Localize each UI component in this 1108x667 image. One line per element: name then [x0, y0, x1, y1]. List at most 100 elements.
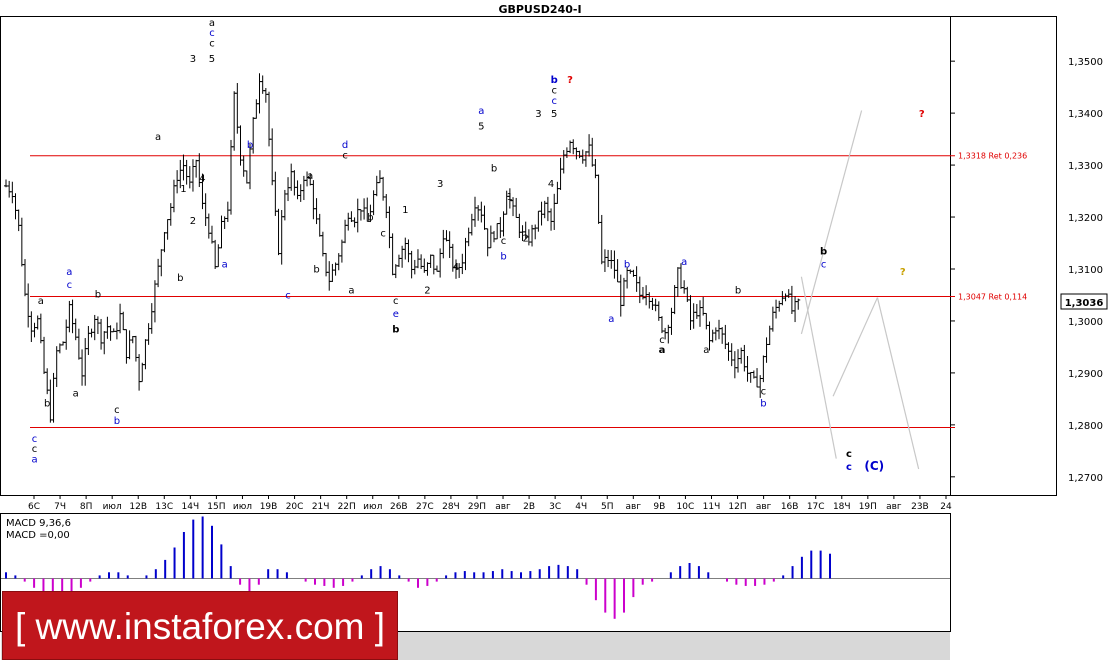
current-price-label: 1,3036 — [1065, 298, 1104, 309]
x-tick-label: 23В — [911, 502, 929, 512]
wave-label: e — [393, 309, 399, 320]
y-tick-label: 1,3300 — [1068, 161, 1103, 172]
wave-label: b — [114, 416, 120, 427]
wave-label: 3 — [437, 179, 443, 190]
instaforex-watermark[interactable]: [ www.instaforex.com ] — [2, 591, 398, 660]
y-tick-label: 1,2800 — [1068, 421, 1103, 432]
wave-label: 1 — [402, 205, 408, 216]
x-tick-label: 12П — [728, 502, 746, 512]
wave-label: ? — [919, 109, 925, 120]
x-tick-label: 8П — [80, 502, 93, 512]
x-tick-label: 16В — [781, 502, 799, 512]
x-tick-label: 7Ч — [54, 502, 66, 512]
wave-label: a — [608, 314, 614, 325]
x-tick-label: 21Ч — [312, 502, 330, 512]
x-tick-label: 13С — [155, 502, 173, 512]
wave-label: c — [659, 335, 665, 346]
wave-label: c — [32, 444, 38, 455]
forecast-line — [800, 276, 837, 459]
wave-label: c — [209, 28, 215, 39]
wave-label: c — [846, 449, 852, 460]
wave-label: a — [73, 388, 79, 399]
wave-label: c — [761, 387, 767, 398]
x-tick-label: авг — [886, 502, 902, 512]
wave-label: c — [846, 462, 852, 473]
macd-label: MACD 9,36,6 — [6, 518, 71, 529]
wave-label: b — [247, 140, 253, 151]
wave-label: a — [31, 454, 37, 465]
wave-label: a — [222, 259, 228, 270]
wave-label: a — [38, 296, 44, 307]
wave-label: b — [367, 213, 373, 224]
x-tick-label: 19П — [859, 502, 877, 512]
wave-label: 5 — [478, 122, 484, 133]
wave-label: a — [307, 171, 313, 182]
wave-label: 2 — [523, 233, 529, 244]
wave-label: b — [44, 399, 50, 410]
forecast-line — [876, 297, 920, 470]
wave-label: c — [501, 236, 507, 247]
forecast-lines — [800, 110, 920, 470]
wave-label: 2 — [190, 216, 196, 227]
wave-label: 4 — [453, 262, 459, 273]
wave-label: b — [177, 273, 183, 284]
wave-label: b — [491, 163, 497, 174]
level-label: 1,3047 Ret 0,114 — [958, 293, 1027, 302]
x-tick-label: авг — [626, 502, 642, 512]
wave-label: 3 — [190, 54, 196, 65]
chart-title: GBPUSD240-I — [498, 3, 581, 16]
forecast-line — [800, 110, 863, 335]
x-tick-label: 20С — [286, 502, 304, 512]
wave-label: c — [821, 259, 827, 270]
wave-label: c — [209, 39, 215, 50]
macd-value-label: MACD =0,00 — [6, 530, 70, 541]
wave-label: b — [500, 252, 506, 263]
wave-label: c — [67, 280, 73, 291]
y-tick-label: 1,3000 — [1068, 317, 1103, 328]
x-tick-label: 4Ч — [575, 502, 587, 512]
wave-label: d — [342, 140, 348, 151]
x-tick-label: 12В — [129, 502, 147, 512]
wave-label: c — [380, 228, 386, 239]
wave-label: c — [342, 150, 348, 161]
wave-label: a — [66, 267, 72, 278]
x-tick-label: 26В — [390, 502, 408, 512]
y-tick-label: 1,3100 — [1068, 265, 1103, 276]
wave-label: a — [681, 257, 687, 268]
wave-label: ? — [567, 75, 573, 86]
wave-label: c — [551, 85, 557, 96]
x-tick-label: 9В — [653, 502, 665, 512]
wave-label: 1 — [180, 184, 186, 195]
wave-label: b — [392, 324, 399, 335]
wave-label: a — [155, 132, 161, 143]
wave-label: c — [285, 291, 291, 302]
wave-label: b — [313, 265, 319, 276]
x-tick-label: 29П — [468, 502, 486, 512]
wave-label: c — [32, 434, 38, 445]
y-tick-label: 1,3200 — [1068, 213, 1103, 224]
level-label: 1,3318 Ret 0,236 — [958, 152, 1027, 161]
x-tick-label: 19В — [260, 502, 278, 512]
y-tick-label: 1,2900 — [1068, 369, 1103, 380]
x-tick-label: 2В — [523, 502, 535, 512]
price-panel-frame — [0, 16, 1057, 496]
x-tick-label: июл — [233, 502, 252, 512]
wave-label: 5 — [551, 109, 557, 120]
wave-label: a — [659, 345, 666, 356]
price-bars — [4, 73, 801, 423]
x-tick-label: 6C — [28, 502, 40, 512]
x-tick-label: 17С — [807, 502, 825, 512]
macd-panel-frame — [0, 513, 951, 632]
y-tick-label: 1,3400 — [1068, 109, 1103, 120]
wave-label: c — [551, 96, 557, 107]
wave-label: 1 — [507, 192, 513, 203]
wave-label: ? — [900, 267, 906, 278]
macd-histogram — [5, 516, 831, 619]
wave-label: c — [114, 405, 120, 416]
wave-label: b — [95, 290, 101, 301]
price-bar — [796, 298, 801, 310]
wave-labels: ccaabacabcba12b34acc5baabcdcbac1ceb234a5… — [31, 18, 924, 473]
x-tick-label: 5П — [601, 502, 614, 512]
current-price-marker: 1,3036 — [1060, 293, 1108, 310]
